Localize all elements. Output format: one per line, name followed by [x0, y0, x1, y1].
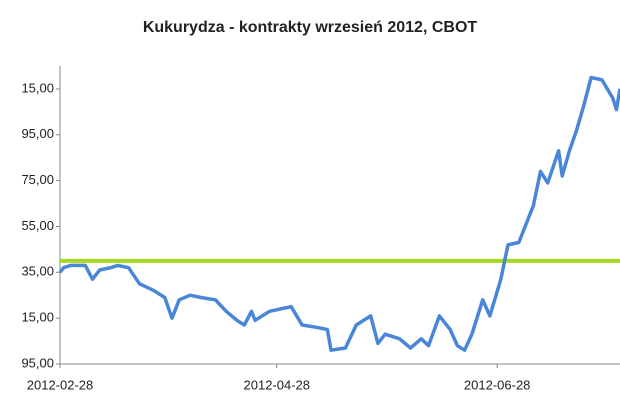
- line-series: [58, 75, 620, 352]
- y-tick-label: 15,00: [21, 310, 54, 325]
- y-tick-label: 35,00: [21, 264, 54, 279]
- x-tick-label: 2012-02-28: [27, 377, 94, 392]
- y-tick-label: 75,00: [21, 172, 54, 187]
- y-tick-label: 95,00: [21, 355, 54, 370]
- chart-title: Kukurydza - kontrakty wrzesień 2012, CBO…: [143, 19, 478, 36]
- y-tick-label: 55,00: [21, 218, 54, 233]
- y-tick-label: 15,00: [21, 80, 54, 95]
- y-tick-label: 95,00: [21, 126, 54, 141]
- x-tick-label: 2012-04-28: [244, 377, 311, 392]
- x-tick-label: 2012-06-28: [464, 377, 531, 392]
